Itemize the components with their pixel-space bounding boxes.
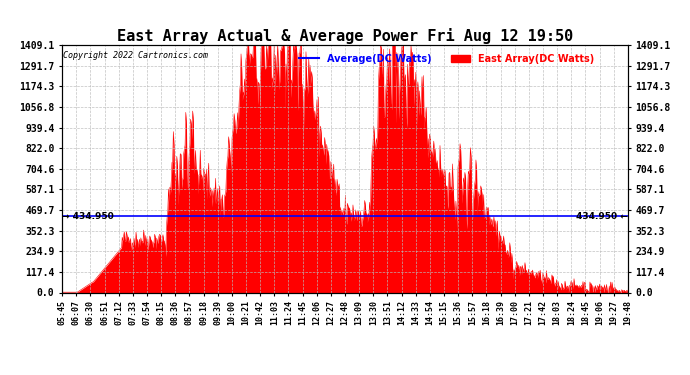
Title: East Array Actual & Average Power Fri Aug 12 19:50: East Array Actual & Average Power Fri Au… — [117, 28, 573, 44]
Text: Copyright 2022 Cartronics.com: Copyright 2022 Cartronics.com — [63, 51, 208, 60]
Text: → 434.950: → 434.950 — [62, 211, 114, 220]
Text: 434.950 ←: 434.950 ← — [576, 211, 628, 220]
Legend: Average(DC Watts), East Array(DC Watts): Average(DC Watts), East Array(DC Watts) — [295, 50, 598, 68]
